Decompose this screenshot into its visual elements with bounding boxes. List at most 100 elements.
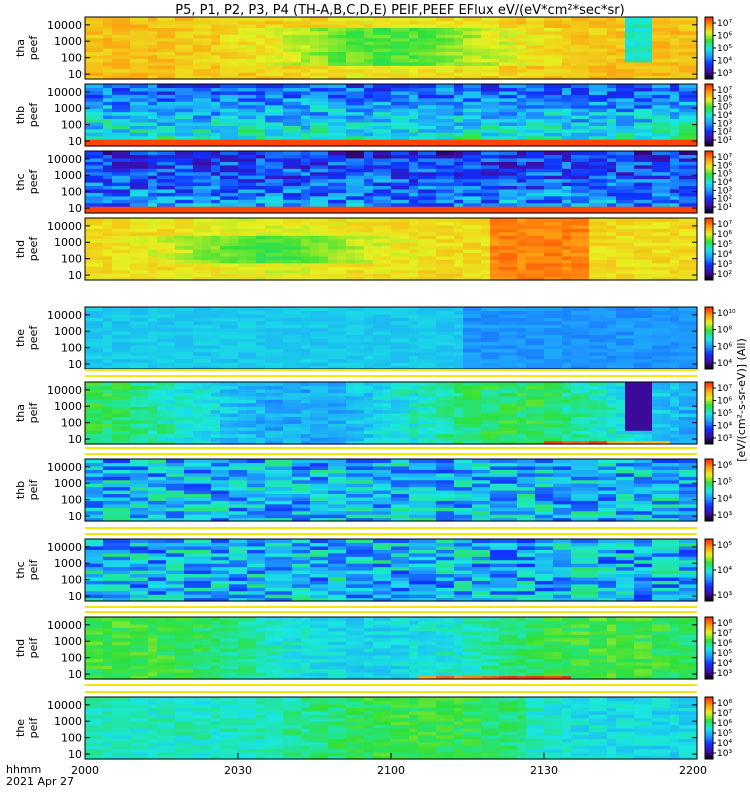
heatmap-cell bbox=[679, 91, 689, 95]
heatmap-cell bbox=[283, 218, 293, 222]
heatmap-cell bbox=[292, 98, 302, 102]
heatmap-cell bbox=[346, 175, 356, 179]
heatmap-cell bbox=[490, 129, 500, 133]
heatmap-cell bbox=[616, 189, 626, 193]
heatmap-cell bbox=[247, 252, 257, 256]
heatmap-cell bbox=[445, 235, 455, 239]
heatmap-cell bbox=[643, 108, 653, 112]
heatmap-cell bbox=[499, 179, 509, 183]
heatmap-cell bbox=[616, 235, 626, 239]
heatmap-cell bbox=[580, 221, 590, 225]
heatmap-cell bbox=[94, 158, 104, 162]
heatmap-cell bbox=[103, 72, 113, 76]
heatmap-cell bbox=[418, 218, 428, 222]
heatmap-cell bbox=[301, 252, 311, 256]
heatmap-cell bbox=[589, 196, 599, 200]
heatmap-cell bbox=[562, 51, 572, 55]
heatmap-cell bbox=[652, 139, 662, 143]
heatmap-cell bbox=[310, 115, 320, 119]
heatmap-cell bbox=[472, 115, 482, 119]
heatmap-cell bbox=[148, 69, 158, 73]
heatmap-cell bbox=[157, 69, 167, 73]
heatmap-cell bbox=[400, 132, 410, 136]
heatmap-cell bbox=[229, 232, 239, 236]
heatmap-cell bbox=[418, 161, 428, 165]
heatmap-cell bbox=[337, 27, 347, 31]
heatmap-cell bbox=[679, 55, 689, 59]
heatmap-cell bbox=[490, 27, 500, 31]
heatmap-cell bbox=[85, 65, 95, 69]
heatmap-cell bbox=[166, 196, 176, 200]
heatmap-cell bbox=[319, 87, 329, 91]
heatmap-cell bbox=[427, 182, 437, 186]
heatmap-cell bbox=[292, 246, 302, 250]
heatmap-cell bbox=[373, 242, 383, 246]
heatmap-cell bbox=[526, 125, 536, 129]
heatmap-cell bbox=[562, 87, 572, 91]
heatmap-cell bbox=[211, 55, 221, 59]
heatmap-cell bbox=[310, 218, 320, 222]
heatmap-cell bbox=[157, 105, 167, 109]
heatmap-cell bbox=[247, 31, 257, 35]
heatmap-cell bbox=[373, 151, 383, 155]
heatmap-cell bbox=[670, 139, 680, 143]
heatmap-cell bbox=[202, 20, 212, 24]
heatmap-cell bbox=[202, 98, 212, 102]
heatmap-cell bbox=[373, 31, 383, 35]
heatmap-cell bbox=[373, 122, 383, 126]
heatmap-cell bbox=[220, 45, 230, 49]
heatmap-cell bbox=[472, 192, 482, 196]
heatmap-cell bbox=[265, 139, 275, 143]
heatmap-cell bbox=[463, 101, 473, 105]
heatmap-cell bbox=[454, 34, 464, 38]
heatmap-cell bbox=[535, 179, 545, 183]
heatmap-cell bbox=[229, 122, 239, 126]
heatmap-cell bbox=[580, 266, 590, 270]
heatmap-cell bbox=[427, 246, 437, 250]
heatmap-cell bbox=[310, 38, 320, 42]
heatmap-cell bbox=[310, 45, 320, 49]
heatmap-cell bbox=[85, 136, 95, 140]
heatmap-cell bbox=[544, 38, 554, 42]
heatmap-cell bbox=[607, 58, 617, 62]
heatmap-cell bbox=[616, 256, 626, 260]
heatmap-cell bbox=[526, 168, 536, 172]
heatmap-cell bbox=[337, 218, 347, 222]
heatmap-cell bbox=[247, 263, 257, 267]
heatmap-cell bbox=[463, 72, 473, 76]
heatmap-cell bbox=[373, 218, 383, 222]
heatmap-cell bbox=[157, 175, 167, 179]
heatmap-cell bbox=[454, 189, 464, 193]
heatmap-cell bbox=[589, 17, 599, 21]
heatmap-cell bbox=[589, 38, 599, 42]
heatmap-cell bbox=[274, 62, 284, 66]
heatmap-cell bbox=[130, 182, 140, 186]
heatmap-cell bbox=[427, 27, 437, 31]
heatmap-cell bbox=[535, 84, 545, 88]
heatmap-cell bbox=[94, 34, 104, 38]
heatmap-cell bbox=[247, 115, 257, 119]
heatmap-cell bbox=[634, 235, 644, 239]
heatmap-cell bbox=[499, 154, 509, 158]
heatmap-cell bbox=[661, 101, 671, 105]
heatmap-cell bbox=[463, 48, 473, 52]
heatmap-cell bbox=[103, 259, 113, 263]
heatmap-cell bbox=[85, 263, 95, 267]
heatmap-cell bbox=[202, 45, 212, 49]
heatmap-cell bbox=[112, 91, 122, 95]
heatmap-cell bbox=[400, 228, 410, 232]
heatmap-cell bbox=[265, 48, 275, 52]
heatmap-cell bbox=[283, 58, 293, 62]
heatmap-cell bbox=[571, 199, 581, 203]
heatmap-cell bbox=[301, 151, 311, 155]
heatmap-cell bbox=[652, 158, 662, 162]
heatmap-cell bbox=[544, 91, 554, 95]
heatmap-cell bbox=[94, 115, 104, 119]
heatmap-cell bbox=[238, 242, 248, 246]
heatmap-cell bbox=[436, 154, 446, 158]
heatmap-cell bbox=[409, 203, 419, 207]
heatmap-cell bbox=[220, 175, 230, 179]
heatmap-cell bbox=[238, 259, 248, 263]
heatmap-cell bbox=[679, 158, 689, 162]
